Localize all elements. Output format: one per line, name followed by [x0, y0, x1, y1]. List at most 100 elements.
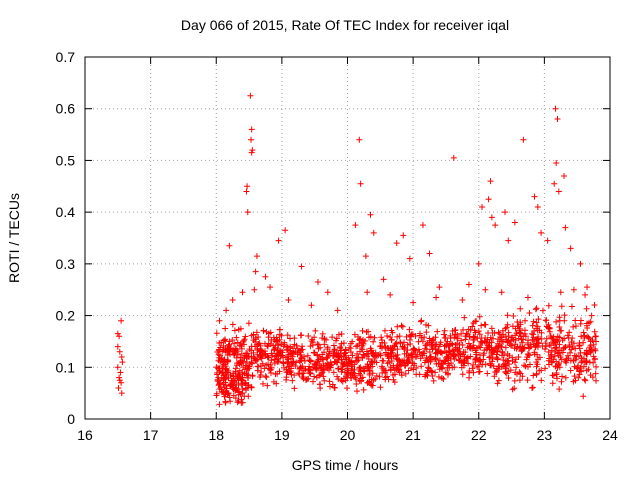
data-point	[355, 354, 362, 361]
data-point	[368, 347, 375, 354]
data-point	[557, 327, 564, 334]
data-point	[237, 325, 244, 332]
y-tick-label: 0	[67, 411, 75, 427]
data-point	[321, 377, 328, 384]
data-point	[399, 323, 406, 330]
data-point	[367, 211, 374, 218]
data-point	[295, 349, 302, 356]
data-point	[323, 363, 330, 370]
data-point	[549, 380, 556, 387]
data-point	[228, 382, 235, 389]
data-point	[319, 334, 326, 341]
data-point	[589, 374, 596, 381]
data-point	[276, 326, 283, 333]
data-point	[568, 346, 575, 353]
data-point	[295, 370, 302, 377]
data-point	[470, 361, 477, 368]
data-point	[513, 364, 520, 371]
data-point	[488, 214, 495, 221]
data-point	[116, 333, 123, 340]
data-point	[117, 369, 124, 376]
data-point	[391, 379, 398, 386]
data-point	[307, 343, 314, 350]
data-point	[404, 347, 411, 354]
data-point	[531, 327, 538, 334]
data-point	[258, 368, 265, 375]
data-point	[548, 334, 555, 341]
data-point	[310, 378, 317, 385]
data-point	[517, 370, 524, 377]
data-point	[216, 340, 223, 347]
data-point	[348, 365, 355, 372]
data-point	[396, 369, 403, 376]
data-point	[269, 352, 276, 359]
data-point	[216, 401, 223, 408]
data-point	[244, 209, 251, 216]
data-point	[517, 305, 524, 312]
data-point	[429, 344, 436, 351]
data-point	[391, 371, 398, 378]
data-point	[487, 353, 494, 360]
data-point	[524, 350, 531, 357]
data-point	[498, 289, 505, 296]
x-axis-label: GPS time / hours	[292, 457, 399, 473]
data-point	[305, 332, 312, 339]
data-point	[267, 369, 274, 376]
data-point	[260, 327, 267, 334]
data-point	[357, 180, 364, 187]
data-point	[118, 317, 125, 324]
data-point	[563, 357, 570, 364]
data-point	[235, 398, 242, 405]
data-point	[568, 338, 575, 345]
data-point	[366, 368, 373, 375]
data-point	[281, 364, 288, 371]
data-point	[272, 338, 279, 345]
data-point	[505, 329, 512, 336]
data-point	[466, 333, 473, 340]
data-point	[284, 359, 291, 366]
data-point	[118, 353, 125, 360]
data-point	[544, 237, 551, 244]
data-point	[495, 377, 502, 384]
data-point	[459, 371, 466, 378]
data-point	[575, 374, 582, 381]
data-point	[265, 354, 272, 361]
data-point	[390, 353, 397, 360]
x-tick-label: 24	[602, 427, 618, 443]
data-point	[577, 260, 584, 267]
data-point	[244, 350, 251, 357]
data-point	[446, 364, 453, 371]
data-point	[345, 367, 352, 374]
data-point	[556, 386, 563, 393]
data-point	[249, 147, 256, 154]
data-point	[580, 363, 587, 370]
data-point	[459, 351, 466, 358]
data-point	[534, 344, 541, 351]
data-point	[220, 343, 227, 350]
data-point	[330, 369, 337, 376]
data-point	[444, 338, 451, 345]
data-point	[533, 370, 540, 377]
data-point	[581, 332, 588, 339]
data-point	[470, 320, 477, 327]
data-point	[378, 363, 385, 370]
data-point	[324, 289, 331, 296]
data-point	[423, 329, 430, 336]
data-point	[512, 325, 519, 332]
data-point	[498, 338, 505, 345]
data-point	[217, 352, 224, 359]
data-point	[536, 327, 543, 334]
data-point	[502, 333, 509, 340]
data-point	[370, 338, 377, 345]
data-point	[535, 316, 542, 323]
data-point	[423, 346, 430, 353]
data-point	[502, 360, 509, 367]
data-point	[323, 336, 330, 343]
data-point	[119, 359, 126, 366]
data-point	[285, 297, 292, 304]
data-point	[539, 307, 546, 314]
data-point	[291, 372, 298, 379]
data-point	[307, 358, 314, 365]
x-tick-label: 17	[143, 427, 159, 443]
